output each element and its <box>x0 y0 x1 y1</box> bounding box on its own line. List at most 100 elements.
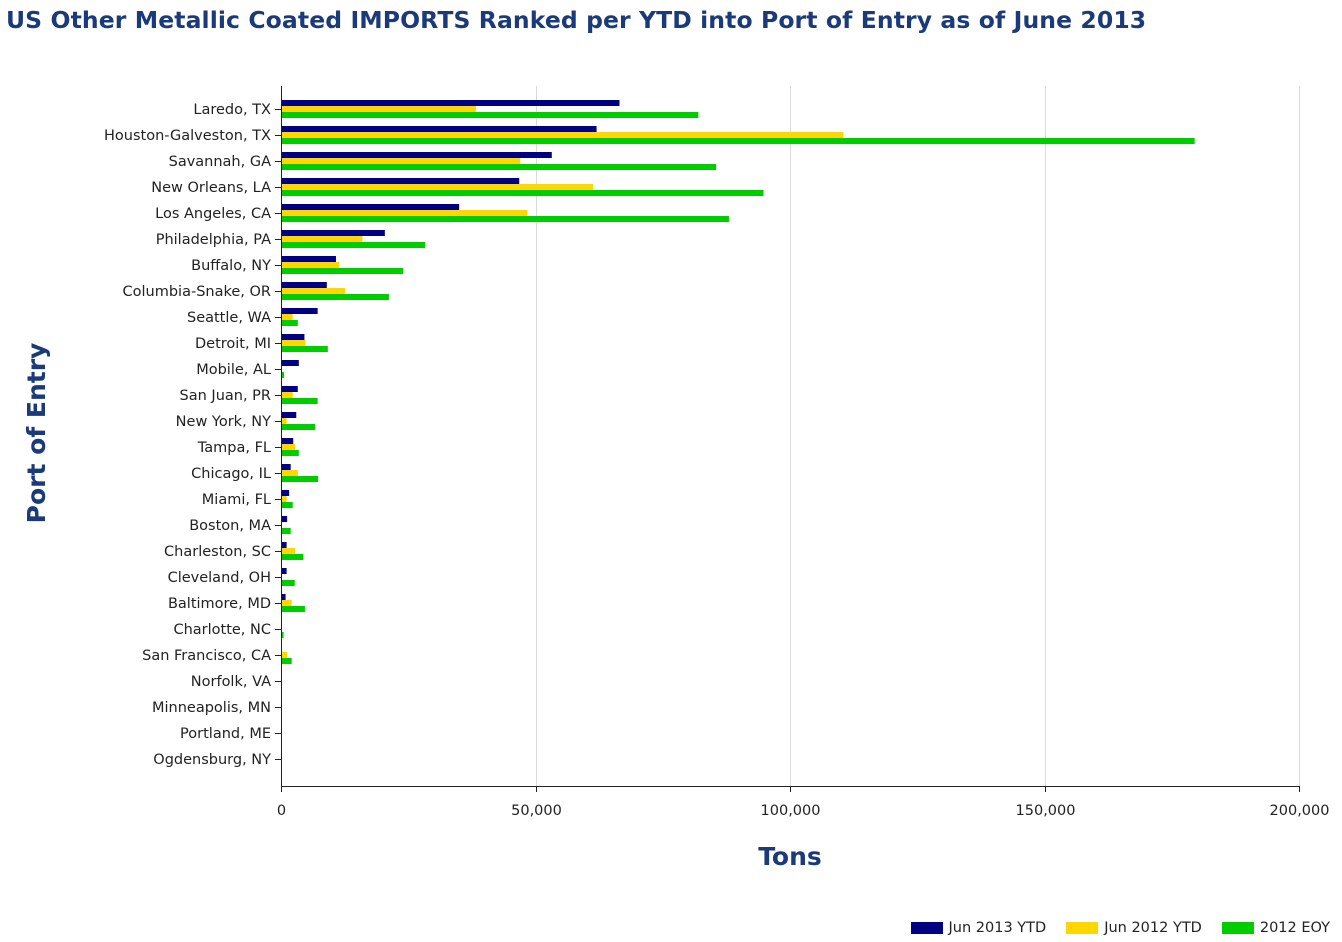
bar <box>281 444 296 450</box>
bar <box>281 334 305 340</box>
category-label: Ogdensburg, NY <box>153 752 271 768</box>
category-label: Chicago, IL <box>191 466 271 482</box>
category-label: Norfolk, VA <box>191 674 271 690</box>
x-tick-label: 150,000 <box>1016 803 1076 819</box>
category-label: Miami, FL <box>202 492 271 508</box>
bar <box>281 580 295 586</box>
bar <box>281 112 699 118</box>
category-label: Charleston, SC <box>164 544 271 560</box>
legend-label: Jun 2013 YTD <box>948 920 1047 936</box>
legend-swatch <box>910 922 943 934</box>
category-label: Philadelphia, PA <box>156 232 271 248</box>
bar <box>281 100 620 106</box>
bar <box>281 204 460 210</box>
bar <box>281 490 290 496</box>
bar <box>281 502 293 508</box>
category-label: San Francisco, CA <box>142 648 271 664</box>
bar <box>281 268 404 274</box>
category-label: New Orleans, LA <box>151 180 271 196</box>
category-label: Minneapolis, MN <box>152 700 271 716</box>
bar <box>281 158 521 164</box>
bar <box>281 178 520 184</box>
category-label: New York, NY <box>176 414 271 430</box>
legend-label: 2012 EOY <box>1259 920 1330 936</box>
category-label: Tampa, FL <box>197 440 271 456</box>
bar <box>281 516 288 522</box>
bar <box>281 464 291 470</box>
category-label: Los Angeles, CA <box>155 206 271 222</box>
bar <box>281 568 287 574</box>
bar <box>281 132 844 138</box>
bar <box>281 658 292 664</box>
bar <box>281 652 288 658</box>
bar <box>281 216 729 222</box>
bar <box>281 392 293 398</box>
category-label: San Juan, PR <box>180 388 271 404</box>
x-tick-label: 0 <box>277 803 286 819</box>
bar <box>281 528 291 534</box>
category-label: Portland, ME <box>180 726 271 742</box>
category-label: Cleveland, OH <box>168 570 271 586</box>
bar <box>281 600 292 606</box>
bar <box>281 632 284 638</box>
legend-swatch <box>1066 922 1099 934</box>
category-label: Houston-Galveston, TX <box>104 128 271 144</box>
bar <box>281 594 286 600</box>
category-label: Boston, MA <box>189 518 271 534</box>
bar <box>281 386 298 392</box>
category-label: Baltimore, MD <box>168 596 271 612</box>
axes <box>275 86 1300 792</box>
bar <box>281 412 297 418</box>
bar <box>281 138 1195 144</box>
bar <box>281 152 552 158</box>
category-label: Seattle, WA <box>187 310 271 326</box>
category-label: Detroit, MI <box>195 336 271 352</box>
legend-label: Jun 2012 YTD <box>1104 920 1202 936</box>
x-axis-title: Tons <box>758 842 822 871</box>
bar <box>281 470 298 476</box>
bar <box>281 236 363 242</box>
bar <box>281 184 594 190</box>
bars <box>281 100 1195 664</box>
bar <box>281 346 328 352</box>
bar <box>281 398 318 404</box>
y-axis-title: Port of Entry <box>22 343 51 524</box>
bar <box>281 548 296 554</box>
bar <box>281 288 346 294</box>
x-tick-label: 50,000 <box>511 803 562 819</box>
category-label: Buffalo, NY <box>191 258 271 274</box>
bar <box>281 424 316 430</box>
axis-labels: 0 50,000 100,000 150,000 200,000 Laredo, TX Ho… <box>104 102 1329 819</box>
bar <box>281 308 318 314</box>
category-label: Mobile, AL <box>196 362 271 378</box>
bar <box>281 496 287 502</box>
grid-lines <box>536 86 1300 786</box>
bar <box>281 256 336 262</box>
legend: Jun 2013 YTD Jun 2012 YTD 2012 EOY <box>910 920 1330 936</box>
bar <box>281 210 528 216</box>
x-tick-label: 100,000 <box>761 803 821 819</box>
bar <box>281 542 287 548</box>
bar <box>281 476 319 482</box>
bar <box>281 340 306 346</box>
legend-swatch <box>1221 922 1254 934</box>
bar <box>281 606 305 612</box>
legend-item: Jun 2013 YTD <box>910 920 1047 936</box>
category-label: Charlotte, NC <box>173 622 271 638</box>
bar <box>281 554 304 560</box>
bar <box>281 418 287 424</box>
bar <box>281 164 717 170</box>
bar <box>281 320 298 326</box>
bar <box>281 190 764 196</box>
category-label: Columbia-Snake, OR <box>123 284 271 300</box>
bar <box>281 282 327 288</box>
bar <box>281 242 426 248</box>
bar <box>281 230 385 236</box>
bar <box>281 294 389 300</box>
bar <box>281 106 476 112</box>
bar <box>281 126 597 132</box>
bar <box>281 450 299 456</box>
bar <box>281 314 293 320</box>
legend-item: Jun 2012 YTD <box>1066 920 1202 936</box>
